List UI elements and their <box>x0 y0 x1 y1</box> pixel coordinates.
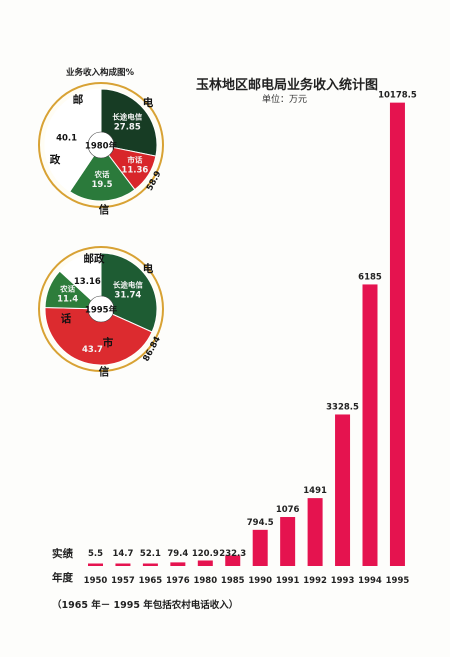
bar-1985 <box>225 555 241 566</box>
value-label-1976: 79.4 <box>167 549 188 559</box>
bar-1994 <box>362 284 378 566</box>
bar-1992 <box>307 498 323 566</box>
pie-2-side-word-2: 电 <box>143 262 154 275</box>
year-label-1965: 1965 <box>139 576 163 586</box>
value-label-1994: 6185 <box>358 272 382 282</box>
value-label-1950: 5.5 <box>88 549 103 559</box>
pie-1-slice-4 <box>44 88 102 193</box>
year-label-1993: 1993 <box>331 576 355 586</box>
value-label-1985: 232.3 <box>219 549 246 559</box>
bar-1990 <box>252 529 268 566</box>
bar-1950 <box>88 563 103 566</box>
pie-1-slice-1-value: 27.85 <box>114 122 141 132</box>
pie-2-slice-2-value: 43.7 <box>82 345 103 355</box>
bar-1993 <box>335 414 351 566</box>
bar-1995 <box>389 102 405 567</box>
pie-2-side-word-3: 话 <box>61 312 72 325</box>
pie-2-slice-3-value: 11.4 <box>57 294 78 304</box>
pie-2-center-hole <box>87 295 115 323</box>
value-label-1992: 1491 <box>303 486 327 496</box>
pie-1-center-label: 1980年 <box>85 141 118 152</box>
pie-2-slice-1 <box>100 252 158 333</box>
pie-1-side-word-4: 信 <box>99 203 110 216</box>
pie-1-slice-1 <box>100 88 158 157</box>
pie-1-slice-3 <box>69 144 136 202</box>
value-label-1965: 52.1 <box>140 549 161 559</box>
pie-2-slice-2 <box>44 306 153 366</box>
chart-title: 玉林地区邮电局业务收入统计图 <box>196 78 379 93</box>
pie-2-side-word-1: 邮政 <box>84 252 105 265</box>
value-label-1990: 794.5 <box>247 518 274 528</box>
pie-2-slice-4-value: 13.16 <box>74 277 101 287</box>
pie-2-side-word-5: 信 <box>99 365 110 378</box>
value-label-1957: 14.7 <box>112 549 133 559</box>
value-label-1991: 1076 <box>276 505 300 515</box>
pie-1-slice-4-value: 40.1 <box>56 134 77 144</box>
value-label-1993: 3328.5 <box>326 402 359 412</box>
year-label-1980: 1980 <box>193 576 217 586</box>
bar-1980 <box>197 560 213 566</box>
pie-2-slice-4 <box>59 252 102 311</box>
pie-2-center-label: 1995年 <box>85 305 118 316</box>
year-label-1995: 1995 <box>386 576 410 586</box>
pie-2-slice-1-value: 31.74 <box>114 291 141 301</box>
year-label-1957: 1957 <box>111 576 135 586</box>
pie-1-side-word-3: 电 <box>143 96 154 109</box>
pie-1-center-hole <box>87 131 115 159</box>
pie-chart-title: 业务收入构成图% <box>66 68 135 78</box>
year-label-1994: 1994 <box>358 576 382 586</box>
year-label-1950: 1950 <box>84 576 108 586</box>
bar-1965 <box>142 563 158 566</box>
year-label-1990: 1990 <box>248 576 272 586</box>
years-row-label: 年度 <box>52 572 73 584</box>
values-row-label: 实绩 <box>52 548 73 560</box>
year-label-1992: 1992 <box>303 576 327 586</box>
pie-1-slice-2-name: 市话 <box>127 154 142 164</box>
pie-1-side-word-2: 政 <box>50 153 61 166</box>
pie-1-slice-2-value: 11.36 <box>121 165 148 175</box>
pie-1-slice-3-value: 19.5 <box>92 180 113 190</box>
bar-1957 <box>115 563 131 566</box>
year-label-1991: 1991 <box>276 576 300 586</box>
value-label-1980: 120.9 <box>192 549 219 559</box>
pie-1-slice-1-name: 长途电信 <box>112 111 142 121</box>
pie-2-slice-3-name: 农话 <box>59 283 75 293</box>
pie-2-side-word-4: 市 <box>103 336 114 349</box>
chart-unit: 单位：万元 <box>262 95 308 105</box>
footnote: （1965 年－ 1995 年包括农村电话收入） <box>52 600 239 611</box>
bar-1976 <box>170 562 186 566</box>
value-label-1995: 10178.5 <box>378 91 417 101</box>
pie-1-slice-3-name: 农话 <box>94 169 110 179</box>
year-label-1985: 1985 <box>221 576 245 586</box>
year-label-1976: 1976 <box>166 576 190 586</box>
bar-1991 <box>280 517 296 566</box>
pie-1-side-word-1: 邮 <box>73 93 84 106</box>
pie-2-slice-1-name: 长途电信 <box>113 280 143 290</box>
